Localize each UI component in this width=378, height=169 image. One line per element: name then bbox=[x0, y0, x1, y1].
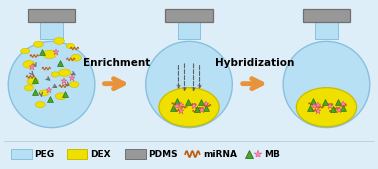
Ellipse shape bbox=[71, 54, 81, 61]
Text: MB: MB bbox=[264, 150, 280, 159]
FancyBboxPatch shape bbox=[178, 19, 200, 39]
Text: DEX: DEX bbox=[90, 150, 111, 159]
Ellipse shape bbox=[283, 41, 370, 128]
Ellipse shape bbox=[8, 41, 95, 128]
FancyBboxPatch shape bbox=[166, 9, 212, 22]
FancyBboxPatch shape bbox=[125, 149, 146, 159]
FancyBboxPatch shape bbox=[303, 9, 350, 22]
Text: Enrichment: Enrichment bbox=[83, 58, 150, 68]
FancyBboxPatch shape bbox=[28, 9, 75, 22]
Text: miRNA: miRNA bbox=[203, 150, 237, 159]
Ellipse shape bbox=[35, 102, 45, 108]
Ellipse shape bbox=[146, 41, 232, 128]
Ellipse shape bbox=[59, 69, 71, 77]
Text: PEG: PEG bbox=[35, 150, 55, 159]
Ellipse shape bbox=[159, 88, 219, 127]
Ellipse shape bbox=[23, 61, 35, 68]
FancyBboxPatch shape bbox=[11, 149, 32, 159]
Ellipse shape bbox=[34, 41, 43, 47]
Text: Hybridization: Hybridization bbox=[215, 58, 294, 68]
Text: PDMS: PDMS bbox=[148, 150, 178, 159]
Ellipse shape bbox=[39, 90, 49, 96]
Ellipse shape bbox=[27, 78, 38, 84]
Ellipse shape bbox=[43, 50, 56, 58]
FancyBboxPatch shape bbox=[315, 19, 338, 39]
Ellipse shape bbox=[69, 81, 79, 88]
Ellipse shape bbox=[66, 43, 74, 49]
Ellipse shape bbox=[25, 85, 34, 91]
Ellipse shape bbox=[296, 88, 356, 127]
Ellipse shape bbox=[55, 93, 67, 100]
Ellipse shape bbox=[21, 48, 30, 54]
Ellipse shape bbox=[54, 38, 64, 44]
Ellipse shape bbox=[51, 72, 59, 77]
FancyBboxPatch shape bbox=[40, 19, 63, 39]
FancyBboxPatch shape bbox=[67, 149, 87, 159]
